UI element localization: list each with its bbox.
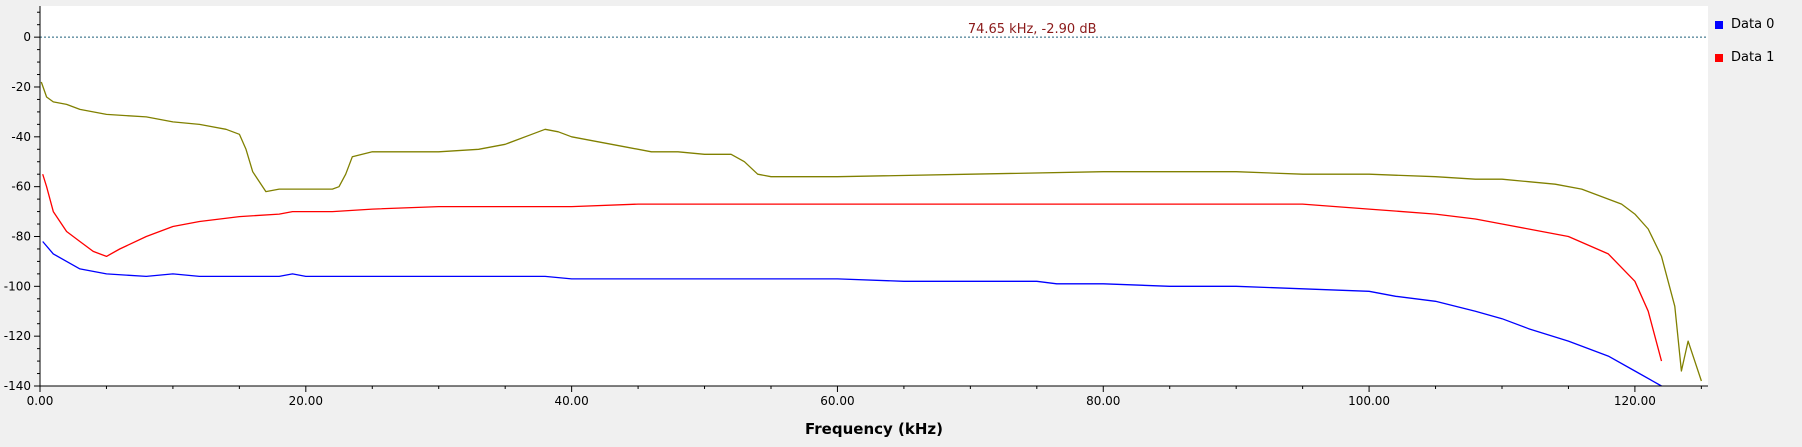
series-group: [40, 81, 1703, 387]
legend-swatch: [1715, 20, 1723, 29]
x-axis: 0.00 20.00 40.00 60.00 80.00 100.00 120.00: [27, 386, 1702, 408]
x-tick-label: 60.00: [820, 394, 854, 408]
y-tick-label: -60: [11, 180, 31, 194]
y-tick-label: -120: [4, 329, 31, 343]
series-line-unnamed: [40, 81, 1703, 382]
x-tick-label: 80.00: [1086, 394, 1120, 408]
y-axis: 0 -20 -40 -60 -80 -100 -120 -140: [4, 11, 40, 393]
legend-label: Data 0: [1731, 17, 1775, 32]
series-line-data-1: [42, 174, 1663, 362]
legend-label: Data 1: [1731, 50, 1775, 65]
legend-item-data-0[interactable]: Data 0: [1715, 8, 1797, 41]
plot-area[interactable]: [40, 6, 1708, 386]
legend-swatch: [1715, 53, 1723, 62]
y-tick-label: -20: [11, 80, 31, 94]
y-tick-label: -80: [11, 229, 31, 243]
x-tick-label: 20.00: [289, 394, 323, 408]
x-tick-label: 120.00: [1614, 394, 1656, 408]
marker-annotation: 74.65 kHz, -2.90 dB: [968, 22, 1097, 37]
y-tick-label: -40: [11, 130, 31, 144]
series-line-data-0: [42, 241, 1662, 387]
y-tick-label: -140: [4, 379, 31, 393]
y-tick-label: -100: [4, 279, 31, 293]
x-tick-label: 100.00: [1348, 394, 1390, 408]
x-tick-label: 40.00: [554, 394, 588, 408]
x-tick-label: 0.00: [27, 394, 54, 408]
y-tick-label: 0: [23, 30, 31, 44]
legend-item-data-1[interactable]: Data 1: [1715, 41, 1797, 74]
legend: Data 0 Data 1: [1715, 8, 1797, 74]
x-axis-title: Frequency (kHz): [805, 420, 943, 438]
